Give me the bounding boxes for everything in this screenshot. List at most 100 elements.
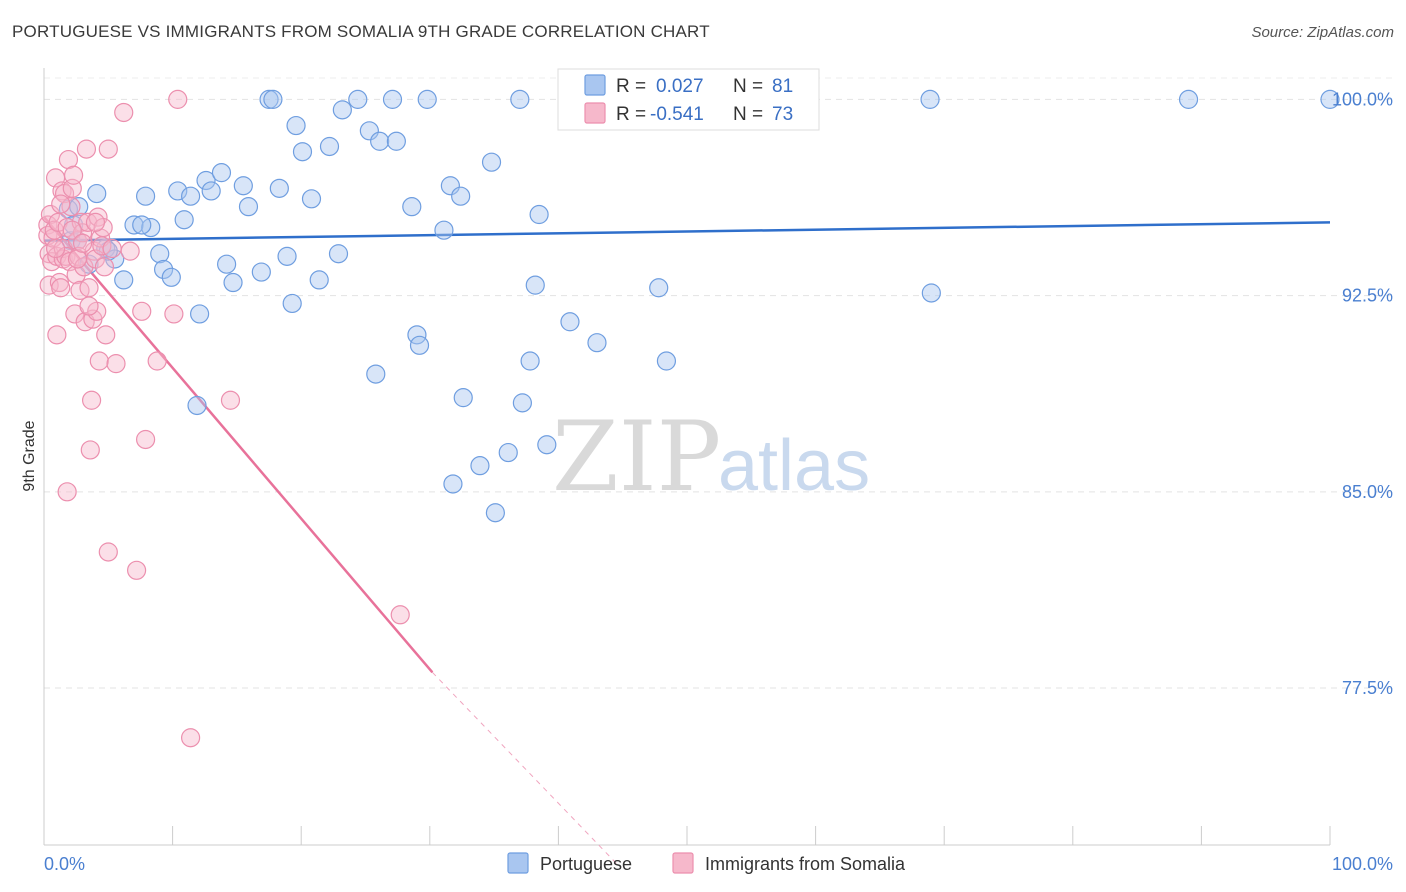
portuguese-point (292, 142, 313, 162)
somalia-points (38, 89, 410, 748)
portuguese-point (277, 246, 297, 266)
portuguese-point (328, 244, 349, 264)
somalia-point (62, 220, 82, 240)
portuguese-point (451, 186, 471, 206)
portuguese-point (402, 197, 422, 217)
portuguese-point (529, 204, 549, 225)
somalia-point (40, 204, 61, 225)
portuguese-point (150, 244, 170, 264)
y-tick-label: 77.5% (1342, 678, 1393, 698)
somalia-point (102, 238, 122, 259)
portuguese-point (560, 312, 580, 332)
chart-title: PORTUGUESE VS IMMIGRANTS FROM SOMALIA 9T… (12, 22, 710, 41)
portuguese-point (1178, 89, 1199, 109)
portuguese-point (187, 395, 207, 416)
somalia-point (66, 265, 86, 285)
bottom-legend-swatch-portuguese (507, 852, 529, 874)
legend-n-value-portuguese: 81 (772, 76, 793, 97)
trendline-somalia (43, 216, 434, 674)
portuguese-point (470, 456, 490, 476)
portuguese-point (498, 442, 518, 463)
portuguese-point (370, 131, 390, 151)
portuguese-point (656, 351, 677, 371)
portuguese-point (520, 351, 540, 371)
portuguese-point (649, 278, 669, 298)
portuguese-point (319, 136, 340, 157)
somalia-point (63, 165, 84, 185)
somalia-point (79, 296, 99, 316)
portuguese-point (510, 89, 530, 109)
portuguese-point (366, 364, 386, 384)
portuguese-point (434, 220, 454, 240)
y-tick-labels: 100.0% 92.5% 85.0% 77.5% (1332, 89, 1393, 698)
legend-r-value-portuguese: 0.027 (656, 76, 704, 97)
somalia-point (79, 278, 99, 298)
somalia-point (72, 233, 93, 253)
bottom-legend-swatch-somalia (672, 852, 694, 874)
somalia-point (106, 354, 126, 374)
portuguese-point (132, 215, 152, 235)
x-tick-label-min: 0.0% (44, 854, 85, 874)
portuguese-point (181, 186, 201, 206)
portuguese-point (537, 435, 557, 455)
source-credit: Source: ZipAtlas.com (1251, 24, 1394, 41)
portuguese-point (920, 89, 940, 109)
portuguese-point (409, 335, 430, 355)
legend-swatch-portuguese (584, 74, 606, 96)
portuguese-point (359, 121, 379, 141)
somalia-point (390, 605, 410, 625)
y-tick-label: 92.5% (1342, 286, 1393, 306)
portuguese-point (251, 262, 271, 282)
y-tick-label: 85.0% (1342, 482, 1393, 502)
somalia-point (220, 390, 241, 410)
y-tick-label: 100.0% (1332, 89, 1393, 109)
somalia-point (45, 238, 66, 259)
portuguese-point (485, 503, 505, 523)
somalia-point (181, 728, 201, 748)
somalia-point (57, 217, 77, 238)
portuguese-point (481, 152, 502, 172)
portuguese-point (301, 189, 322, 209)
somalia-point (76, 139, 97, 159)
portuguese-point (309, 270, 329, 290)
portuguese-point (201, 181, 221, 201)
series-legend: Portuguese Immigrants from Somalia (507, 852, 906, 874)
legend-n-label-somalia: N = (733, 104, 763, 125)
portuguese-point (124, 215, 144, 235)
somalia-point (168, 89, 188, 109)
portuguese-point (238, 197, 259, 217)
portuguese-point (440, 176, 460, 196)
portuguese-point (135, 186, 156, 206)
somalia-point (81, 390, 102, 410)
portuguese-point (153, 259, 174, 280)
portuguese-point (921, 283, 941, 303)
somalia-point (51, 194, 71, 214)
somalia-point (120, 241, 140, 261)
somalia-point (85, 212, 106, 232)
trendline-somalia-extension (432, 671, 617, 864)
portuguese-point (114, 270, 134, 290)
portuguese-point (196, 170, 216, 191)
portuguese-point (587, 333, 607, 353)
legend-r-label-portuguese: R = (616, 76, 646, 97)
somalia-point (98, 542, 118, 562)
legend-r-label-somalia: R = (616, 104, 646, 125)
watermark-zip: ZIP (552, 401, 721, 513)
portuguese-point (161, 267, 181, 287)
legend-swatch-somalia (584, 102, 606, 124)
legend-n-label-portuguese: N = (733, 76, 763, 97)
somalia-point (164, 304, 184, 324)
trendline-portuguese (43, 221, 1331, 242)
portuguese-point (386, 131, 406, 151)
somalia-point (51, 278, 71, 298)
portuguese-point (525, 275, 545, 295)
portuguese-point (348, 89, 368, 109)
somalia-point (114, 102, 134, 123)
somalia-point (98, 139, 118, 159)
somalia-point (80, 440, 100, 460)
portuguese-point (190, 304, 210, 324)
somalia-point (135, 429, 156, 450)
somalia-point (89, 351, 109, 371)
y-axis-title: 9th Grade (21, 420, 38, 491)
